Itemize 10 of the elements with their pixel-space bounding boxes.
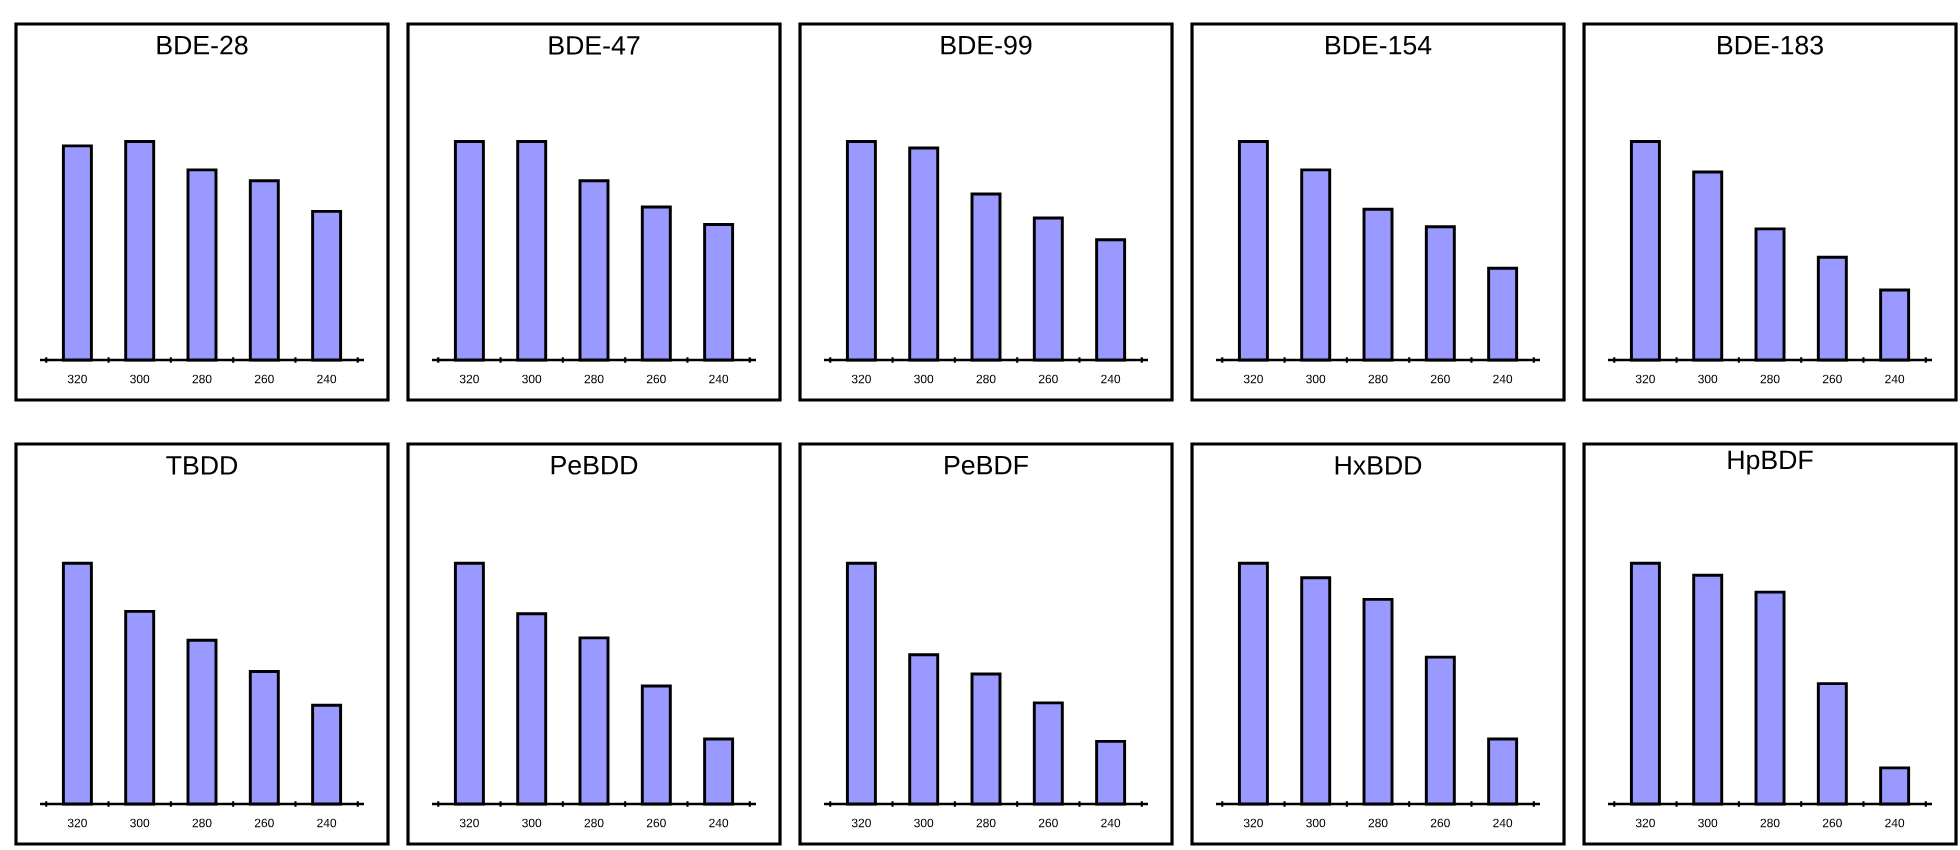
chart-title: BDE-183 xyxy=(1718,35,1823,55)
chart-title: BDE-47 xyxy=(549,36,640,55)
chart-title: PeBDF xyxy=(945,455,1028,475)
chart-title: BDE-28 xyxy=(157,35,248,55)
chart-title: HpBDF xyxy=(1728,450,1813,475)
chart-title: PeBDD xyxy=(551,455,638,475)
chart-title: TBDD xyxy=(166,456,238,475)
chart-title: BDE-99 xyxy=(941,35,1032,55)
chart-title: HxBDD xyxy=(1335,456,1422,475)
chart-title: BDE-154 xyxy=(1326,35,1432,55)
